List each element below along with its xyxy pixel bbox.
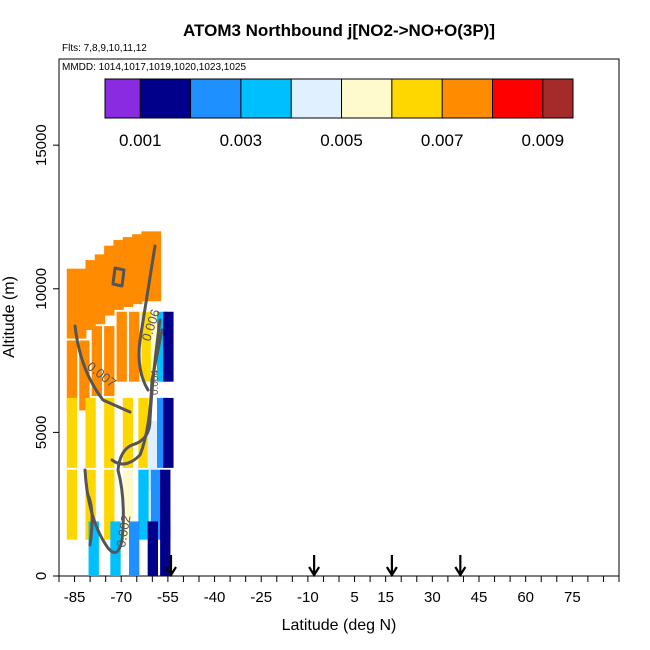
- heatmap-cell: [76, 268, 87, 339]
- heatmap-cell: [66, 340, 78, 411]
- heatmap-cell: [163, 311, 174, 382]
- colorbar-segment: [341, 79, 392, 118]
- y-tick-label: 0: [33, 572, 50, 580]
- heatmap-cell: [116, 311, 127, 382]
- colorbar-tick-label: 0.009: [522, 131, 565, 150]
- colorbar-tick-label: 0.003: [220, 131, 263, 150]
- heatmap-cell: [104, 326, 115, 397]
- x-tick-label: -40: [204, 589, 226, 606]
- colorbar-segment: [542, 79, 573, 118]
- heatmap-cell: [66, 268, 78, 339]
- heatmap-cell: [150, 469, 162, 540]
- x-axis-label: Latitude (deg N): [282, 617, 397, 634]
- y-tick-label: 10000: [33, 268, 50, 310]
- down-arrow-icon: [385, 555, 398, 578]
- heatmap-cell: [129, 311, 140, 382]
- heatmap-cell: [91, 326, 102, 397]
- colorbar-segment: [391, 79, 443, 118]
- x-tick-label: -10: [297, 589, 319, 606]
- colorbar-tick-label: 0.001: [119, 131, 162, 150]
- heatmap-cell: [104, 469, 115, 540]
- heatmap-cell: [122, 397, 134, 468]
- heatmap-cell: [163, 397, 174, 468]
- heatmap-cell: [147, 521, 158, 576]
- y-tick-label: 15000: [33, 124, 50, 166]
- x-tick-label: -25: [250, 589, 272, 606]
- heatmap-cell: [141, 231, 152, 302]
- x-tick-label: 5: [350, 589, 358, 606]
- heatmap-cell: [138, 469, 149, 540]
- dates-label: MMDD: 1014,1017,1019,1020,1023,1025: [62, 62, 246, 73]
- heatmap-cell: [160, 469, 171, 540]
- heatmap-cell: [141, 311, 152, 382]
- colorbar-segment: [492, 79, 543, 118]
- colorbar-segment: [190, 79, 241, 118]
- colorbar-tick-label: 0.007: [421, 131, 464, 150]
- colorbar-segment: [105, 79, 141, 118]
- heatmap-cell: [66, 469, 78, 540]
- x-tick-label: 30: [424, 589, 441, 606]
- x-tick-label: 75: [564, 589, 581, 606]
- heatmap-cell: [122, 469, 134, 540]
- heatmap-cell: [122, 237, 134, 308]
- heatmap-cell: [110, 521, 121, 576]
- heatmap-cell: [94, 254, 106, 325]
- colorbar: 0.001 0.003 0.005 0.007 0.009: [104, 78, 574, 150]
- heatmap-cell: [79, 340, 90, 411]
- heatmap-cell: [85, 260, 96, 330]
- colorbar-tick-label: 0.005: [320, 131, 363, 150]
- contour-line-bottom: [86, 493, 94, 547]
- colorbar-segment: [240, 79, 292, 118]
- heatmap-cell: [104, 397, 115, 468]
- contour-label: 0.002: [113, 514, 133, 549]
- chart-title: ATOM3 Northbound j[NO2->NO+O(3P)]: [183, 21, 495, 40]
- heatmap-cell: [132, 234, 143, 305]
- x-tick-label: -70: [110, 589, 132, 606]
- heatmap-cell: [147, 420, 158, 491]
- down-arrow-icon: [308, 555, 321, 578]
- heatmap-cell: [66, 397, 78, 468]
- x-tick-label: 60: [517, 589, 534, 606]
- colorbar-segment: [291, 79, 342, 118]
- contour-line-loop: [111, 266, 126, 288]
- contour-line-outer: [73, 324, 132, 414]
- x-axis: -85 -70 -55 -40 -25 -10 5 15 30 45 60 75: [58, 576, 620, 606]
- flight-markers: [165, 555, 467, 578]
- colorbar-segment: [140, 79, 191, 118]
- contour-line-inner: [110, 328, 164, 466]
- heatmap-cell: [160, 521, 171, 576]
- flights-label: Flts: 7,8,9,10,11,12: [62, 43, 147, 54]
- contour-line-upper: [137, 244, 157, 392]
- y-axis-label: Altitude (m): [1, 276, 18, 358]
- x-tick-label: -85: [64, 589, 86, 606]
- colorbar-frame: [104, 78, 574, 119]
- heatmap-cell: [129, 521, 140, 576]
- heatmap-cell: [138, 397, 149, 468]
- contour-label: 0.004: [150, 370, 161, 395]
- y-axis: 0 5000 10000 15000: [33, 124, 59, 580]
- heatmap-cell: [104, 245, 115, 316]
- down-arrow-icon: [454, 555, 467, 578]
- heatmap-cell: [157, 311, 168, 382]
- y-tick-label: 5000: [33, 416, 50, 449]
- colorbar-segment: [442, 79, 493, 118]
- x-tick-label: 15: [377, 589, 394, 606]
- down-arrow-icon: [165, 555, 177, 578]
- heatmap-cell: [113, 239, 124, 310]
- heatmap-cell: [88, 521, 99, 576]
- heatmap-cell: [157, 397, 168, 468]
- heatmap-cell: [85, 397, 96, 468]
- contour-lines: [73, 244, 164, 554]
- heatmap-cell: [150, 231, 162, 302]
- x-tick-label: -55: [157, 589, 179, 606]
- x-tick-label: 45: [471, 589, 488, 606]
